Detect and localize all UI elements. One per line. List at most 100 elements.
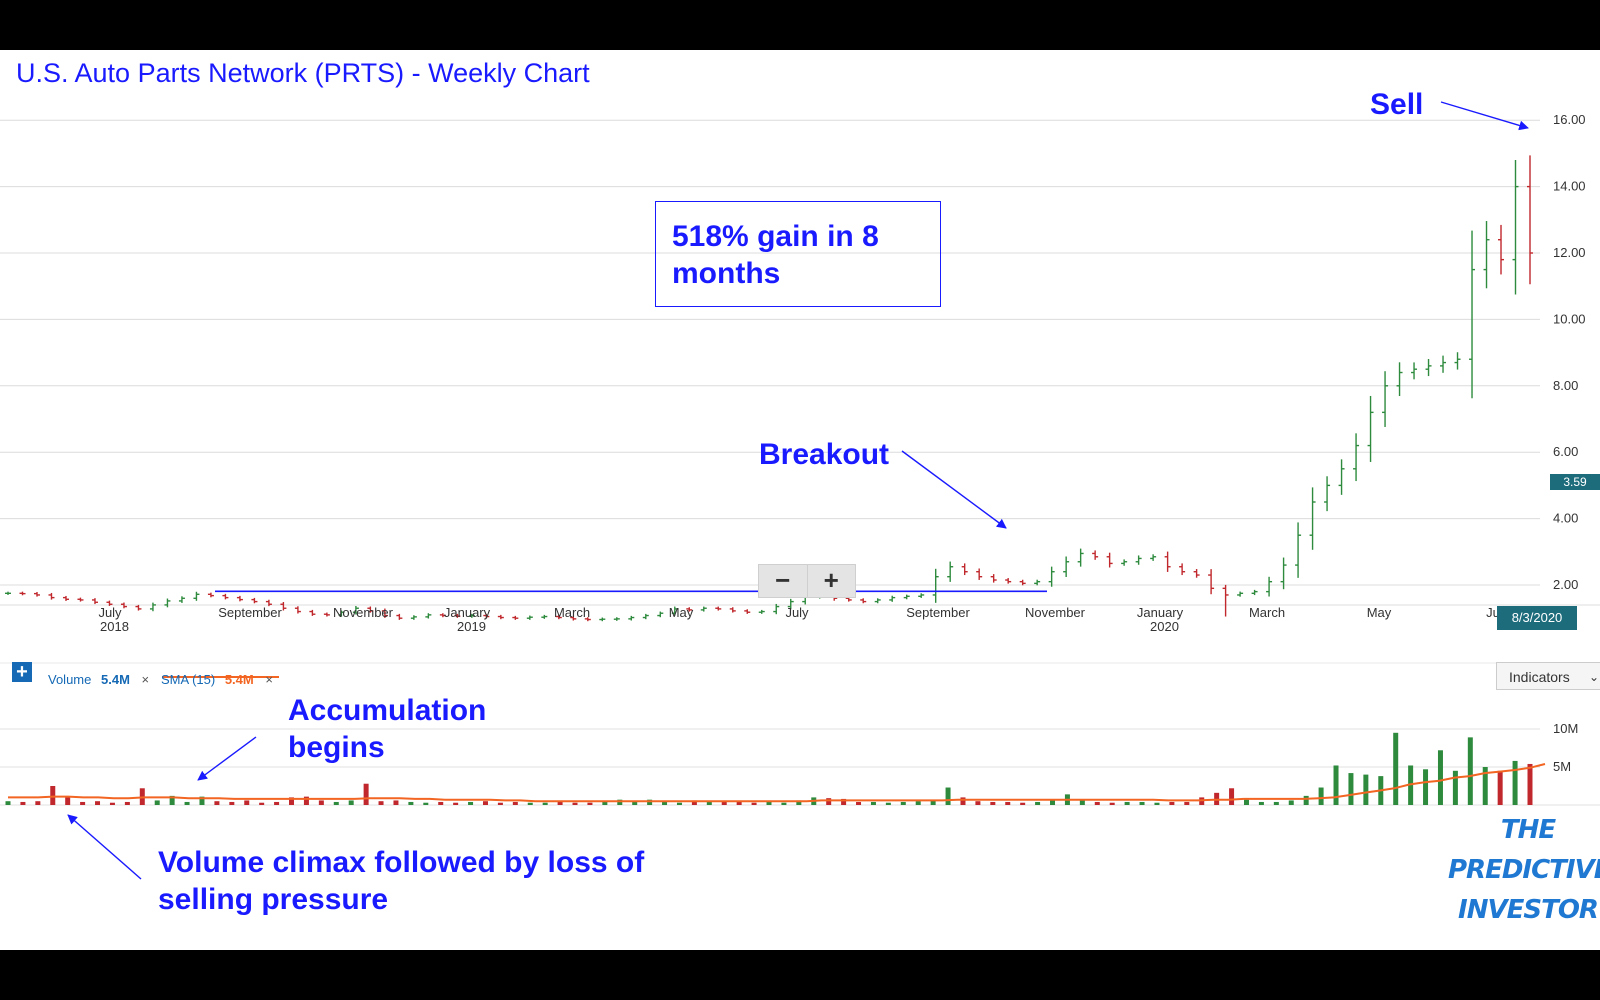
volume-bar <box>1497 770 1503 805</box>
time-tick-label: January <box>444 605 491 620</box>
volume-bar <box>80 801 86 805</box>
volume-bar <box>721 801 727 805</box>
price-tick-label: 16.00 <box>1553 112 1586 127</box>
accumulation-line1: Accumulation <box>288 694 487 727</box>
volume-bar <box>109 802 115 805</box>
volume-legend-value: 5.4M <box>101 672 130 687</box>
volume-bar <box>1318 787 1324 805</box>
sma-legend-label: SMA (15) <box>161 672 216 687</box>
volume-bar <box>318 800 324 805</box>
zoom-out-button[interactable]: − <box>759 565 808 597</box>
volume-bar <box>1512 760 1518 805</box>
volume-bar <box>184 801 190 805</box>
volume-bar <box>1348 773 1354 805</box>
volume-bar <box>1303 795 1309 805</box>
brand-line1: THE <box>1500 815 1556 845</box>
volume-bar <box>542 802 548 805</box>
zoom-in-button[interactable]: + <box>823 565 839 595</box>
volume-bar <box>706 801 712 805</box>
volume-bar <box>1273 801 1279 805</box>
price-tick-label: 6.00 <box>1553 444 1578 459</box>
volume-bar <box>1527 763 1533 805</box>
volume-bar <box>930 799 936 805</box>
volume-bar <box>497 802 503 805</box>
volume-bar <box>363 783 369 805</box>
time-tick-label: Ju <box>1486 605 1500 620</box>
time-tick-label: September <box>218 605 282 620</box>
remove-volume-icon[interactable]: × <box>141 672 150 687</box>
volume-bar <box>617 799 623 805</box>
sma-legend-value: 5.4M <box>224 672 254 687</box>
indicators-dropdown[interactable]: Indicators ⌄ <box>1496 662 1600 690</box>
volume-bar <box>1050 800 1056 805</box>
volume-bar <box>856 801 862 805</box>
volume-bar <box>1124 801 1130 805</box>
accumulation-line2: begins <box>288 731 385 764</box>
time-tick-label: March <box>554 605 590 620</box>
volume-bar <box>1363 774 1369 805</box>
volume-bar <box>453 802 459 805</box>
volume-bar <box>1333 765 1339 805</box>
volume-bar <box>378 801 384 805</box>
sma-line <box>8 763 1546 803</box>
time-tick-label: July <box>785 605 809 620</box>
volume-bar <box>960 797 966 805</box>
climax-line2: selling pressure <box>158 883 389 916</box>
time-tick-label: January <box>1137 605 1184 620</box>
sma-legend-line <box>162 676 279 678</box>
volume-bar <box>796 800 802 805</box>
accumulation-annotation: Accumulation begins <box>288 692 486 766</box>
volume-bar <box>229 801 235 805</box>
climax-arrow <box>67 814 142 880</box>
volume-bar <box>1437 750 1443 805</box>
volume-bar <box>975 801 981 805</box>
price-tick-label: 8.00 <box>1553 378 1578 393</box>
gain-annotation-box: 518% gain in 8 months <box>655 201 941 307</box>
time-tick-label: March <box>1249 605 1285 620</box>
price-tick-label: 10.00 <box>1553 311 1586 326</box>
volume-legend: Volume 5.4M × <box>48 672 149 687</box>
volume-bar <box>1467 737 1473 805</box>
volume-bar <box>587 802 593 805</box>
volume-bar <box>512 801 518 805</box>
chart-svg: 16.00 14.00 12.00 10.00 8.00 6.00 4.00 2.00 Jul… <box>0 101 1600 880</box>
accumulation-arrow <box>197 736 257 781</box>
volume-bar <box>826 798 832 805</box>
volume-bar <box>1243 799 1249 805</box>
volume-bar <box>1258 801 1264 805</box>
breakout-arrow <box>901 450 1007 529</box>
remove-sma-icon[interactable]: × <box>265 672 273 687</box>
breakout-annotation: Breakout <box>759 438 890 471</box>
volume-bar <box>423 802 429 805</box>
volume-bar <box>990 801 996 805</box>
volume-bar <box>1139 801 1145 805</box>
volume-bar <box>95 801 101 805</box>
chevron-down-icon: ⌄ <box>1588 670 1599 684</box>
volume-bar <box>1423 769 1429 805</box>
volume-bar <box>5 801 11 805</box>
price-tick-label: 14.00 <box>1553 179 1586 194</box>
time-tick-label: July <box>98 605 122 620</box>
brand-logo: THE PREDICTIVE INVESTOR <box>1448 810 1600 930</box>
volume-bar <box>214 801 220 805</box>
gain-annotation-line1: 518% gain in 8 <box>672 220 879 253</box>
volume-bar <box>662 801 668 805</box>
volume-bar <box>1169 801 1175 805</box>
volume-bar <box>1079 800 1085 805</box>
gain-annotation-line2: months <box>672 257 781 290</box>
add-indicator-button[interactable]: + <box>12 662 32 682</box>
volume-bar <box>65 797 71 805</box>
volume-bar <box>482 801 488 805</box>
climax-annotation: Volume climax followed by loss of sellin… <box>158 844 644 918</box>
volume-bar <box>915 801 921 805</box>
volume-bar <box>602 801 608 805</box>
time-tick-label: November <box>1025 605 1086 620</box>
volume-tick-label: 10M <box>1553 721 1578 736</box>
volume-bar <box>900 801 906 805</box>
volume-bar <box>1452 770 1458 805</box>
volume-bar <box>1035 801 1041 805</box>
volume-legend-label: Volume <box>48 672 92 687</box>
volume-bar <box>124 801 130 805</box>
volume-bar <box>1288 800 1294 805</box>
volume-bar <box>1482 767 1488 805</box>
